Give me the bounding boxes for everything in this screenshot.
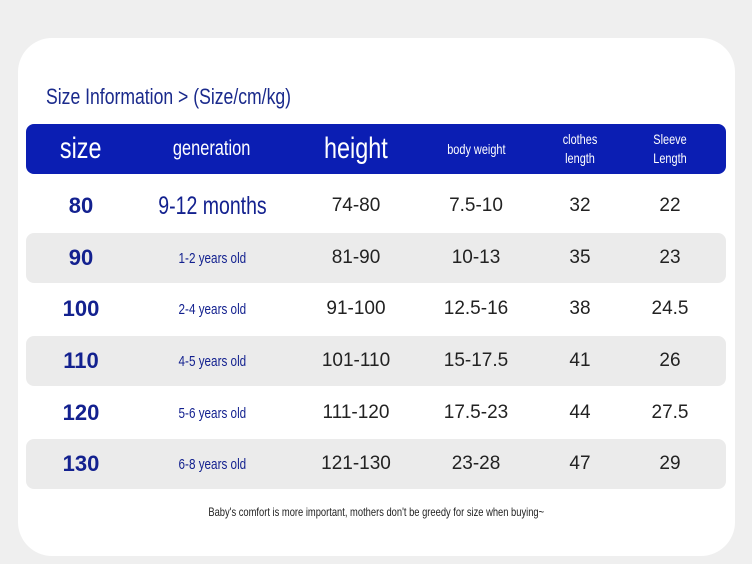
- table-header: size generation height body weight clothes l…: [26, 124, 726, 174]
- cell-text: 27.5: [651, 402, 689, 423]
- table-cell: 15-17.5: [421, 336, 531, 386]
- cell-text: 4-5 years old: [178, 352, 246, 370]
- cell-text: 111-120: [322, 402, 390, 423]
- header-text: size: [60, 132, 102, 165]
- table-cell: 130: [31, 439, 131, 489]
- table-cell: 121-130: [301, 439, 411, 489]
- header-cell: generation: [137, 124, 287, 174]
- table-cell: 5-6 years old: [137, 388, 287, 438]
- table-cell: 41: [545, 336, 615, 386]
- cell-text: 90: [68, 245, 94, 270]
- table-cell: 100: [31, 284, 131, 334]
- header-cell: clothes length: [545, 124, 615, 174]
- cell-text: 121-130: [321, 453, 391, 474]
- table-cell: 32: [545, 181, 615, 231]
- header-cell: Sleeve Length: [635, 124, 705, 174]
- cell-text: 6-8 years old: [178, 455, 246, 473]
- cell-text: 23-28: [451, 453, 501, 474]
- table-cell: 35: [545, 233, 615, 283]
- table-row: 130 6-8 years old 121-130 23-28 47 29: [26, 439, 726, 489]
- cell-text: 91-100: [326, 298, 386, 319]
- cell-text: 41: [569, 350, 591, 371]
- table-cell: 110: [31, 336, 131, 386]
- table-cell: 1-2 years old: [137, 233, 287, 283]
- header-text: height: [324, 132, 388, 165]
- table-row: 100 2-4 years old 91-100 12.5-16 38 24.5: [26, 284, 726, 334]
- cell-text: 5-6 years old: [178, 404, 246, 422]
- cell-text: 130: [62, 451, 100, 476]
- table-cell: 91-100: [301, 284, 411, 334]
- cell-text: 120: [62, 400, 100, 425]
- header-text: generation: [173, 137, 251, 160]
- table-cell: 24.5: [635, 284, 705, 334]
- table-cell: 120: [31, 388, 131, 438]
- cell-text: 110: [63, 348, 99, 373]
- cell-text: 44: [569, 402, 591, 423]
- cell-text: 7.5-10: [449, 195, 503, 216]
- cell-text: 22: [659, 195, 681, 216]
- header-cell: body weight: [421, 124, 531, 174]
- table-cell: 81-90: [301, 233, 411, 283]
- table-cell: 44: [545, 388, 615, 438]
- footer-note: Baby's comfort is more important, mother…: [0, 505, 752, 519]
- table-cell: 23: [635, 233, 705, 283]
- cell-text: 12.5-16: [443, 298, 509, 319]
- cell-text: 23: [659, 247, 681, 268]
- table-cell: 47: [545, 439, 615, 489]
- table-cell: 12.5-16: [421, 284, 531, 334]
- table-cell: 9-12 months: [137, 181, 287, 231]
- cell-text: 15-17.5: [443, 350, 509, 371]
- cell-text: 26: [659, 350, 681, 371]
- table-cell: 17.5-23: [421, 388, 531, 438]
- cell-text: 47: [569, 453, 591, 474]
- cell-text: 35: [569, 247, 591, 268]
- cell-text: 32: [569, 195, 591, 216]
- cell-text: 2-4 years old: [178, 300, 246, 318]
- cell-text: 100: [62, 296, 100, 321]
- cell-text: 29: [659, 453, 681, 474]
- cell-text: 10-13: [451, 247, 501, 268]
- table-cell: 23-28: [421, 439, 531, 489]
- footer-text: Baby's comfort is more important, mother…: [208, 505, 544, 519]
- table-cell: 111-120: [301, 388, 411, 438]
- table-cell: 2-4 years old: [137, 284, 287, 334]
- title: Size Information > (Size/cm/kg): [46, 84, 292, 109]
- cell-text: 38: [569, 298, 591, 319]
- table-cell: 4-5 years old: [137, 336, 287, 386]
- table-cell: 80: [31, 181, 131, 231]
- table-row: 110 4-5 years old 101-110 15-17.5 41 26: [26, 336, 726, 386]
- table-cell: 6-8 years old: [137, 439, 287, 489]
- header-cell: size: [31, 124, 131, 174]
- table-cell: 90: [31, 233, 131, 283]
- cell-text: 101-110: [321, 350, 391, 371]
- table-cell: 10-13: [421, 233, 531, 283]
- cell-text: 1-2 years old: [178, 249, 246, 267]
- cell-text: 81-90: [331, 247, 381, 268]
- table-row: 80 9-12 months 74-80 7.5-10 32 22: [26, 181, 726, 231]
- cell-text: 24.5: [651, 298, 689, 319]
- table-cell: 26: [635, 336, 705, 386]
- table-cell: 74-80: [301, 181, 411, 231]
- table-cell: 101-110: [301, 336, 411, 386]
- header-cell: height: [301, 124, 411, 174]
- cell-text: 74-80: [331, 195, 381, 216]
- table-row: 120 5-6 years old 111-120 17.5-23 44 27.5: [26, 388, 726, 438]
- header-text: Sleeve Length: [653, 131, 687, 166]
- table-row: 90 1-2 years old 81-90 10-13 35 23: [26, 233, 726, 283]
- header-text: body weight: [446, 141, 506, 157]
- table-cell: 27.5: [635, 388, 705, 438]
- cell-text: 80: [68, 193, 94, 218]
- table-cell: 38: [545, 284, 615, 334]
- table-cell: 29: [635, 439, 705, 489]
- header-text: clothes length: [562, 131, 598, 166]
- table-cell: 22: [635, 181, 705, 231]
- cell-text: 9-12 months: [157, 191, 267, 220]
- table-cell: 7.5-10: [421, 181, 531, 231]
- cell-text: 17.5-23: [443, 402, 509, 423]
